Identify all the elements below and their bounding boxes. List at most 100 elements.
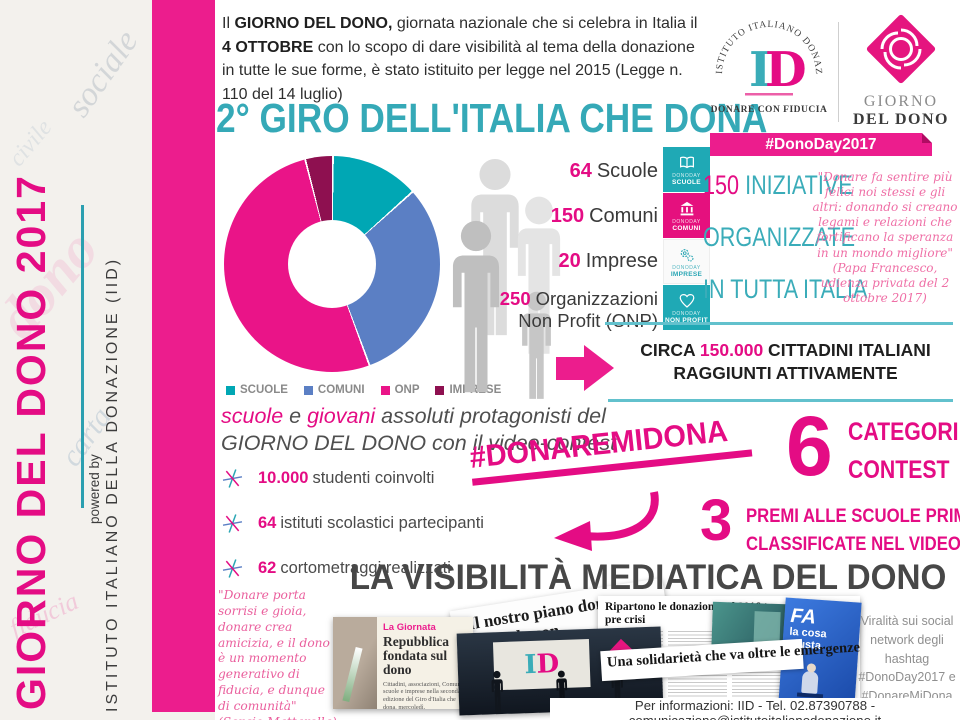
bullet-number: 64 xyxy=(258,514,277,532)
protagonists-line2: GIORNO DEL DONO con il video-contest xyxy=(221,431,617,456)
bullet-text: cortometraggi realizzati xyxy=(280,559,451,577)
clipping-kicker: La Giornata xyxy=(383,622,436,633)
watermark-word: sociale xyxy=(59,23,146,124)
list-item: 10.000 studenti coinvolti xyxy=(222,456,484,501)
legend-item: ONP xyxy=(380,384,420,396)
legend-item: SCUOLE xyxy=(226,384,288,396)
reach-text: CIRCA xyxy=(640,340,700,360)
bullet-number: 10.000 xyxy=(258,469,309,487)
divider-line xyxy=(605,322,953,325)
quote-text: "Donare fa sentire più felici noi stessi… xyxy=(812,170,958,260)
contest-stats-list: 10.000 studenti coinvolti 64 istituti scol… xyxy=(222,456,484,591)
page-title: 2° GIRO DELL'ITALIA CHE DONA xyxy=(216,95,768,141)
logo-separator xyxy=(838,22,839,122)
list-item-text: 10.000 studenti coinvolti xyxy=(258,469,434,488)
contest-categories-number: 6 xyxy=(786,399,833,493)
media-section-title: LA VISIBILITÀ MEDIATICA DEL DONO xyxy=(349,558,947,597)
badge-imprese: DONODAY IMPRESE xyxy=(663,239,710,284)
stat-value: 150 xyxy=(550,205,585,227)
reach-text: CITTADINI ITALIANI RAGGIUNTI ATTIVAMENTE xyxy=(673,340,931,383)
iniziative-block: 150 INIZIATIVE ORGANIZZATE IN TUTTA ITAL… xyxy=(703,172,867,328)
contest-categories-labels: CATEGORIE CONTEST xyxy=(848,420,960,496)
categories-label: CATEGORIE xyxy=(848,418,960,446)
sidebar-title: GIORNO DEL DONO 2017 xyxy=(8,174,54,710)
highlight-scuole: scuole xyxy=(221,404,284,428)
bullet-text: studenti coinvolti xyxy=(312,469,435,487)
badge-scuole: DONODAY SCUOLE xyxy=(663,147,710,192)
stat-value: 250 xyxy=(499,288,531,309)
legend-label: SCUOLE xyxy=(240,384,288,396)
sidebar-org-label: ISTITUTO ITALIANO DELLA DONAZIONE (IID) xyxy=(104,256,121,712)
bank-icon xyxy=(680,201,693,215)
sidebar-divider xyxy=(81,205,84,508)
sidebar: sociale civile dono carta fiducia GIORNO… xyxy=(0,0,215,720)
gdd-logo-line1: GIORNO xyxy=(863,93,939,110)
iid-logo: ISTITUTO ITALIANO DONAZIONE I D DONARE C… xyxy=(701,3,834,122)
quote-attribution: (Papa Francesco, udienza privata del 2 o… xyxy=(820,260,950,305)
stat-comuni: 150 Comuni xyxy=(455,205,658,228)
intro-text: giornata nazionale che si celebra in Ita… xyxy=(392,15,698,32)
badge-label: IMPRESE xyxy=(670,270,703,278)
badge-top-label: DONODAY xyxy=(672,172,701,179)
starburst-icon xyxy=(222,559,243,578)
mattarella-quote: "Donare porta sorrisi e gioia, donare cr… xyxy=(218,588,340,720)
list-item-text: 62 cortometraggi realizzati xyxy=(258,559,451,578)
legend-label: ONP xyxy=(394,384,420,396)
badge-label: COMUNI xyxy=(672,224,701,232)
news-clipping-la-giornata: La Giornata Repubblica fondata sul dono … xyxy=(333,617,473,709)
diamond-knot-icon xyxy=(866,14,936,84)
list-item: 64 istituti scolastici partecipanti xyxy=(222,501,484,546)
ribbon-fold xyxy=(922,133,932,143)
stat-onp: 250 Organizzazioni Non Profit (ONP) xyxy=(455,288,658,332)
mayor-sash xyxy=(342,646,363,703)
reach-statement: CIRCA 150.000 CITTADINI ITALIANI RAGGIUN… xyxy=(618,339,953,385)
donoday-hashtag: #DonoDay2017 xyxy=(765,136,877,153)
prizes-line1: PREMI ALLE SCUOLE PRIME xyxy=(746,506,960,527)
watermark-word: civile xyxy=(3,114,58,172)
donut-hole xyxy=(288,220,376,308)
divider-line xyxy=(608,399,953,402)
stat-value: 64 xyxy=(569,160,592,182)
stat-label: Imprese xyxy=(585,250,658,272)
curved-arrow-icon xyxy=(554,491,659,551)
family-silhouettes xyxy=(452,158,561,399)
badge-comuni: DONODAY COMUNI xyxy=(663,193,710,238)
iid-letter-i: I xyxy=(749,42,771,98)
badge-top-label: DONODAY xyxy=(672,264,701,271)
legend-label: COMUNI xyxy=(317,384,365,396)
clipping-headline: Repubblica fondata sul dono xyxy=(383,634,450,678)
highlight-giovani: giovani xyxy=(307,404,376,428)
stat-value: 20 xyxy=(558,250,581,272)
bullet-number: 62 xyxy=(258,559,277,577)
legend-swatch xyxy=(435,385,445,395)
starburst-icon xyxy=(222,469,243,488)
badge-label: NON PROFIT xyxy=(664,316,709,324)
clipping-body: Cittadini, associazioni, Comuni, scuole … xyxy=(383,680,464,709)
giorno-del-dono-logo: GIORNO DEL DONO xyxy=(846,12,956,129)
papa-francesco-quote: "Donare fa sentire più felici noi stessi… xyxy=(810,170,960,306)
badge-top-label: DONODAY xyxy=(672,218,701,225)
reach-number: 150.000 xyxy=(699,340,764,360)
donut-chart xyxy=(224,156,440,372)
intro-text: con lo scopo di dare visibilità al tema … xyxy=(222,38,695,103)
iniziative-number: 150 xyxy=(703,170,740,200)
badge-top-label: DONODAY xyxy=(672,310,701,317)
legend-swatch xyxy=(303,385,313,395)
iid-letter-d: D xyxy=(765,42,807,98)
list-item-text: 64 istituti scolastici partecipanti xyxy=(258,514,484,533)
intro-text: Il xyxy=(222,15,235,32)
protagonists-line1: scuole e giovani assoluti protagonisti d… xyxy=(221,403,616,430)
list-item: 62 cortometraggi realizzati xyxy=(222,546,484,591)
badge-label: SCUOLE xyxy=(672,178,701,186)
sidebar-accent-bar xyxy=(152,0,215,712)
iid-tagline: DONARE CON FIDUCIA xyxy=(710,105,828,115)
clipping-photo xyxy=(333,617,377,709)
contest-prizes-labels: PREMI ALLE SCUOLE PRIME CLASSIFICATE NEL… xyxy=(746,503,960,558)
social-virality-note: Viralità sui social network degli hashta… xyxy=(858,614,956,703)
right-arrow-icon xyxy=(556,357,584,380)
prizes-line2: CLASSIFICATE NEL VIDEO-CONTEST xyxy=(746,533,960,555)
stat-label: Comuni xyxy=(589,205,658,227)
footer-contact-info: Per informazioni: IID - Tel. 02.87390788… xyxy=(550,698,960,720)
heart-icon xyxy=(679,293,694,308)
